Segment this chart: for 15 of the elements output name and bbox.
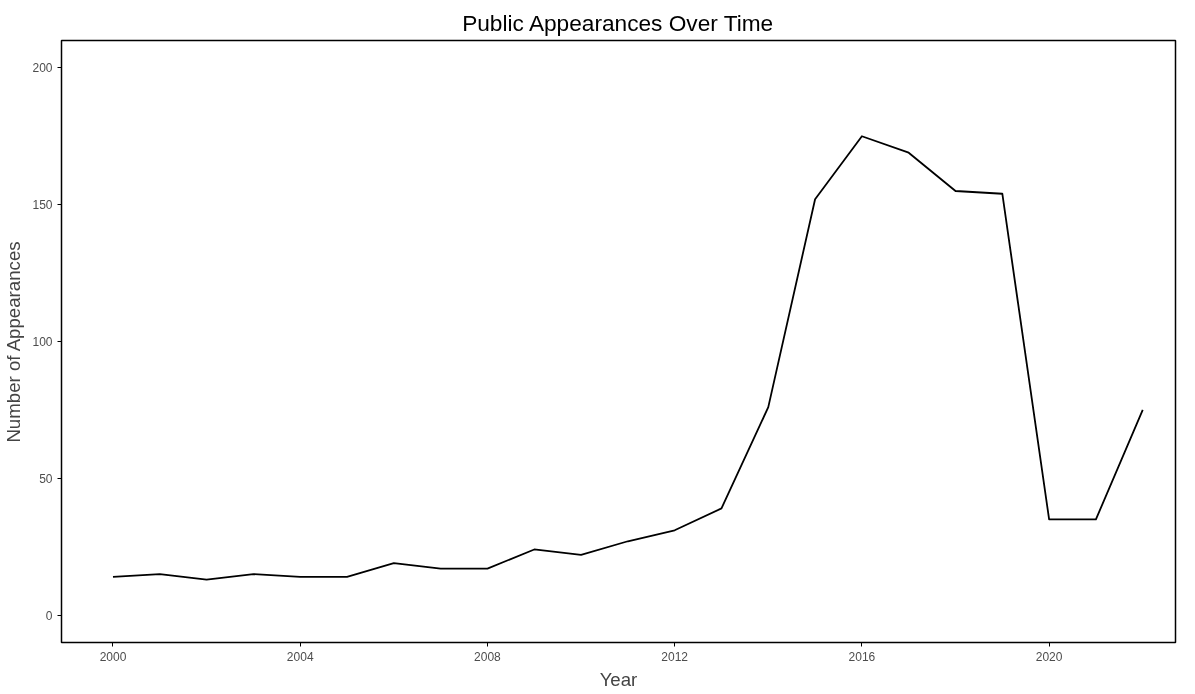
x-tick-label: 2016 xyxy=(848,649,876,664)
x-axis-title: Year xyxy=(599,668,638,690)
line-series xyxy=(112,135,1144,581)
y-tick-label: 100 xyxy=(32,335,53,349)
y-tick-label: 150 xyxy=(32,198,53,213)
y-tick-label: 200 xyxy=(32,61,53,76)
x-tick-label: 2012 xyxy=(661,649,689,664)
x-tick-label: 2020 xyxy=(1035,649,1063,664)
y-tick-label: 50 xyxy=(39,471,53,486)
y-axis-title: Number of Appearances xyxy=(3,241,25,443)
x-tick-label: 2008 xyxy=(474,649,502,664)
chart-title: Public Appearances Over Time xyxy=(462,9,774,36)
x-tick-label: 2004 xyxy=(286,649,314,664)
y-tick-label: 0 xyxy=(45,608,53,623)
x-tick-label: 2000 xyxy=(99,649,127,664)
